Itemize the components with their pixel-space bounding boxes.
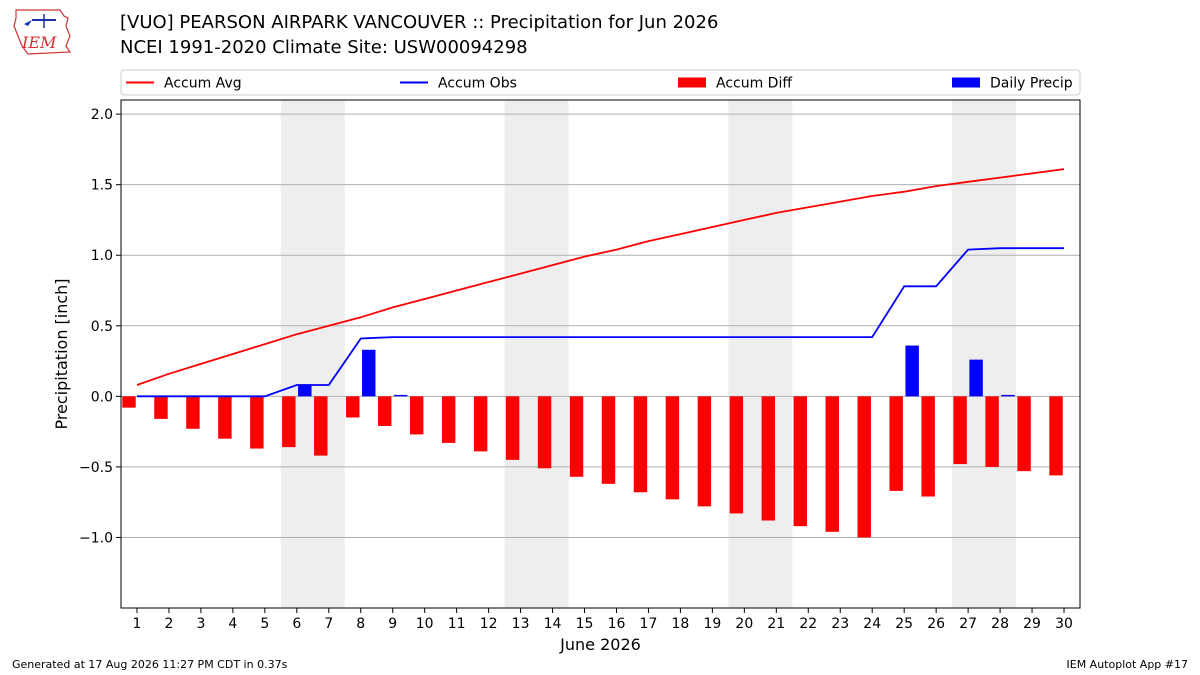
x-tick-label: 12 [480,616,498,632]
weekend-band [504,100,569,608]
x-tick-label: 14 [544,616,562,632]
daily-precip-bar [1001,394,1015,397]
x-tick-label: 19 [703,616,721,632]
accum-diff-bar [186,396,200,429]
y-tick-label: 2.0 [91,107,113,123]
accum-diff-bar [793,396,808,527]
accum-diff-bar [1049,396,1063,476]
legend-label: Accum Diff [716,76,792,92]
legend-swatch [678,77,706,88]
accum-diff-bar [697,396,712,507]
y-tick-label: −0.5 [79,460,113,476]
x-tick-label: 26 [927,616,945,632]
daily-precip-bar [298,385,312,397]
accum-obs-line [137,247,1064,398]
accum-diff-bar [665,396,680,500]
accum-diff-bar [1017,396,1031,472]
x-tick-label: 30 [1055,616,1073,632]
accum-diff-bar [633,396,648,493]
x-tick-label: 7 [324,616,333,632]
x-tick-label: 20 [735,616,753,632]
legend-label: Accum Avg [164,76,242,92]
x-tick-label: 25 [895,616,913,632]
x-tick-label: 11 [448,616,466,632]
x-tick-label: 1 [133,616,142,632]
x-tick-label: 23 [831,616,849,632]
accum-diff-bar [889,396,903,491]
y-tick-label: 1.0 [91,248,113,264]
accum-diff-bar [154,396,168,419]
x-tick-label: 4 [228,616,237,632]
accum-diff-bar [282,396,296,448]
x-tick-label: 18 [672,616,690,632]
x-tick-label: 10 [416,616,434,632]
x-tick-label: 3 [196,616,205,632]
accum-diff-bar [250,396,264,449]
x-tick-label: 13 [512,616,530,632]
daily-precip-bar [969,359,983,397]
legend-swatch [952,77,980,88]
accum-diff-bar [378,396,392,426]
accum-diff-bar [857,396,871,538]
y-tick-label: 0.0 [91,389,113,405]
accum-diff-bar [761,396,776,521]
x-tick-label: 6 [292,616,301,632]
app-label: IEM Autoplot App #17 [1066,658,1189,671]
chart-subtitle: NCEI 1991-2020 Climate Site: USW00094298 [120,37,528,58]
logo-text: IEM [21,33,57,52]
accum-diff-bar [122,396,136,408]
accum-diff-bar [409,396,424,435]
accum-diff-bar [601,396,616,484]
iem-logo: IEM [13,9,72,55]
x-tick-label: 16 [608,616,626,632]
x-tick-label: 15 [576,616,594,632]
x-tick-label: 27 [959,616,977,632]
daily-precip-bar [362,349,376,397]
legend-box [120,69,1081,96]
x-tick-label: 21 [767,616,785,632]
x-tick-label: 17 [640,616,658,632]
x-tick-label: 9 [388,616,397,632]
accum-diff-bar [441,396,456,443]
x-tick-label: 28 [991,616,1009,632]
accum-diff-bar [314,396,328,456]
x-tick-label: 24 [863,616,881,632]
x-tick-label: 29 [1023,616,1041,632]
legend-label: Accum Obs [438,76,517,92]
accum-diff-bar [537,396,552,469]
legend-label: Daily Precip [990,76,1073,92]
accum-diff-bar [218,396,232,439]
x-tick-label: 8 [356,616,365,632]
x-tick-label: 5 [260,616,269,632]
accum-diff-bar [729,396,744,514]
accum-diff-bar [346,396,360,418]
y-axis-label: Precipitation [inch] [52,278,71,429]
accum-avg-line [136,168,1065,386]
weekend-band [280,100,345,608]
x-axis-label: June 2026 [559,635,641,654]
accum-diff-bar [985,396,999,467]
x-tick-label: 22 [799,616,817,632]
accum-diff-bar [505,396,520,460]
accum-diff-bar [473,396,488,452]
plot-frame [120,99,1081,609]
weekend-band [728,100,793,608]
accum-diff-bar [569,396,584,477]
chart-title: [VUO] PEARSON AIRPARK VANCOUVER :: Preci… [120,12,719,33]
y-tick-label: −1.0 [79,530,113,546]
y-tick-label: 1.5 [91,178,113,194]
accum-diff-bar [953,396,967,465]
generated-timestamp: Generated at 17 Aug 2026 11:27 PM CDT in… [12,658,288,671]
accum-diff-bar [921,396,935,497]
accum-diff-bar [825,396,839,532]
y-tick-label: 0.5 [91,319,113,335]
daily-precip-bar [393,394,408,397]
x-tick-label: 2 [164,616,173,632]
daily-precip-bar [905,345,919,397]
